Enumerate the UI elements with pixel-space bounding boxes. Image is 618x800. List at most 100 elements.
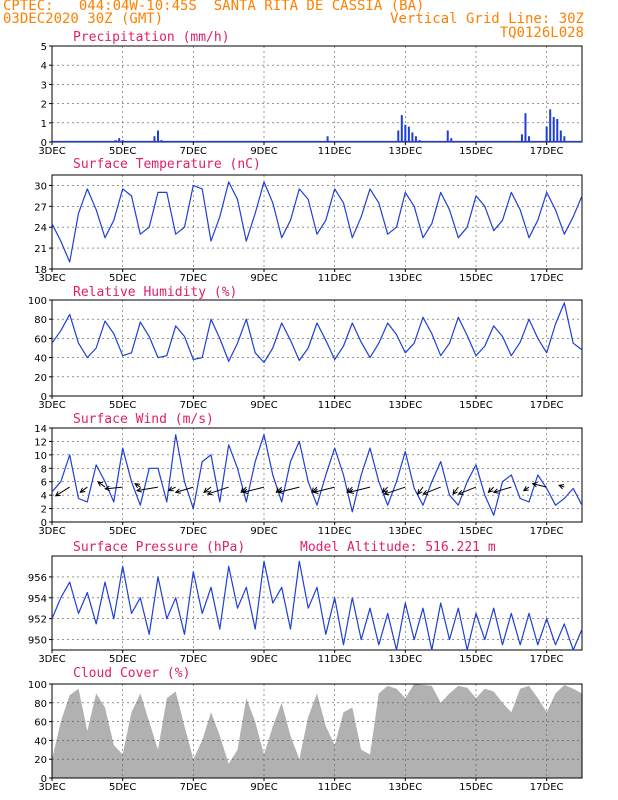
panel-frame [51, 683, 583, 779]
wind-arrow-head [79, 487, 86, 493]
x-tick-label: 15DEC [459, 400, 493, 411]
x-tick-label: 11DEC [318, 146, 352, 157]
precip-bar [549, 109, 552, 142]
panel-frame [51, 174, 583, 270]
wind-arrow-head [135, 487, 142, 493]
x-tick-label: 13DEC [388, 782, 422, 793]
wind-arrow-shaft [175, 486, 194, 493]
x-tick-label: 9DEC [250, 526, 277, 537]
temp-line [51, 181, 583, 263]
panel-frame [51, 299, 583, 397]
y-tick-label: 60 [34, 334, 47, 345]
x-tick-label: 3DEC [38, 146, 65, 157]
x-tick-label: 13DEC [388, 273, 422, 284]
precip-bar [552, 117, 555, 142]
y-tick-label: 950 [28, 636, 47, 647]
x-tick-label: 3DEC [38, 654, 65, 665]
wind-arrow-head [452, 489, 458, 495]
wind-arrow-head [487, 487, 494, 494]
rh-line [51, 302, 583, 363]
x-tick-label: 17DEC [530, 526, 564, 537]
y-tick-label: 3 [41, 80, 47, 91]
x-tick-label: 5DEC [109, 400, 136, 411]
y-tick-label: 18 [34, 265, 47, 276]
x-tick-label: 5DEC [109, 654, 136, 665]
panel-title: Precipitation (mm/h) [73, 30, 230, 45]
x-tick-label: 11DEC [318, 400, 352, 411]
wind-arrow-shaft [55, 486, 70, 497]
y-tick-label: 956 [28, 573, 47, 584]
wind-arrow-shaft [382, 486, 389, 493]
precip-bar [153, 136, 156, 142]
wind-arrow-head [417, 489, 423, 495]
y-tick-label: 0 [41, 774, 47, 785]
x-tick-label: 9DEC [250, 273, 277, 284]
header-grid-line-note: Vertical Grid Line: 30Z [390, 11, 584, 27]
x-tick-label: 3DEC [38, 273, 65, 284]
pressure-line [51, 560, 583, 651]
y-tick-label: 2 [41, 505, 47, 516]
wind-arrow-shaft [203, 486, 212, 493]
panel-frame [51, 555, 583, 651]
cloud-area [52, 684, 582, 778]
y-tick-label: 20 [34, 755, 47, 766]
panel-title: Surface Pressure (hPa) [73, 540, 245, 555]
x-tick-label: 7DEC [180, 654, 207, 665]
wind-arrow-shaft [422, 486, 441, 495]
x-tick-label: 17DEC [530, 782, 564, 793]
wind-arrow-head [54, 491, 61, 497]
precip-bar [545, 126, 548, 142]
x-tick-label: 15DEC [459, 526, 493, 537]
y-tick-label: 20 [34, 373, 47, 384]
y-tick-label: 2 [41, 100, 47, 111]
x-tick-label: 5DEC [109, 526, 136, 537]
precip-bar [563, 136, 566, 142]
x-tick-label: 13DEC [388, 400, 422, 411]
x-tick-label: 17DEC [530, 400, 564, 411]
wind-arrow-shaft [346, 486, 353, 493]
y-tick-label: 24 [34, 223, 47, 234]
y-tick-label: 30 [34, 181, 47, 192]
precip-bar [559, 130, 562, 142]
wind-arrow-head [422, 489, 429, 495]
x-tick-label: 7DEC [180, 526, 207, 537]
wind-arrow-head [241, 488, 249, 494]
wind-arrow-shaft [313, 486, 335, 493]
y-tick-label: 40 [34, 736, 47, 747]
y-tick-label: 100 [28, 680, 47, 691]
wind-arrow-head [167, 486, 174, 492]
wind-arrow-head [347, 488, 355, 494]
y-tick-label: 0 [41, 392, 47, 403]
wind-line [51, 434, 583, 516]
x-tick-label: 11DEC [318, 654, 352, 665]
x-tick-label: 5DEC [109, 273, 136, 284]
wind-arrow-head [457, 489, 464, 495]
x-tick-label: 13DEC [388, 146, 422, 157]
y-tick-label: 40 [34, 354, 47, 365]
y-tick-label: 5 [41, 42, 47, 53]
y-tick-label: 10 [34, 451, 47, 462]
x-tick-label: 3DEC [38, 526, 65, 537]
precip-bar [450, 138, 453, 142]
precip-bar [556, 118, 559, 142]
wind-arrow-shaft [348, 486, 371, 493]
precip-bar [414, 136, 417, 142]
panel-title: Surface Temperature (nC) [73, 157, 261, 172]
wind-arrow-shaft [452, 486, 459, 495]
x-tick-label: 7DEC [180, 273, 207, 284]
x-tick-label: 5DEC [109, 782, 136, 793]
x-tick-label: 11DEC [318, 782, 352, 793]
wind-arrow-head [492, 488, 499, 494]
x-tick-label: 11DEC [318, 273, 352, 284]
wind-arrow-head [134, 482, 141, 489]
wind-arrow-head [381, 487, 388, 494]
y-tick-label: 954 [28, 594, 47, 605]
wind-arrow-head [174, 488, 181, 494]
wind-arrow-shaft [207, 486, 229, 495]
wind-arrow-shaft [168, 486, 176, 492]
y-tick-label: 80 [34, 699, 47, 710]
precip-bar [528, 136, 530, 142]
wind-arrow-head [97, 481, 103, 487]
x-tick-label: 17DEC [530, 273, 564, 284]
